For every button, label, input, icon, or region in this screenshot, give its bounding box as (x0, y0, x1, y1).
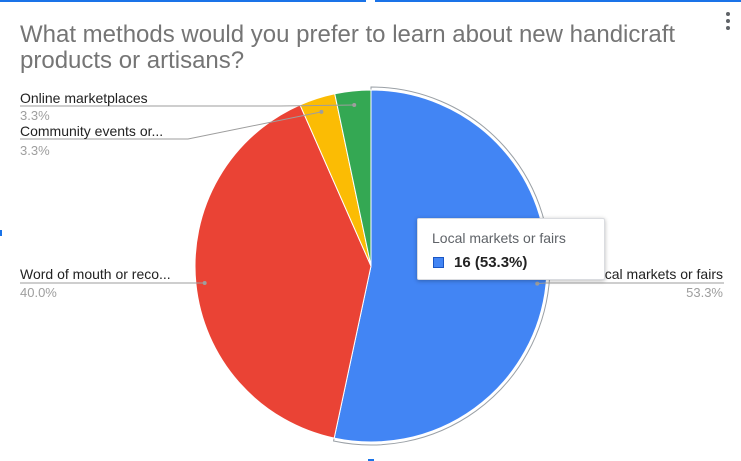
slice-highlight-ring (332, 86, 551, 446)
legend-percent-community-events: 3.3% (20, 143, 50, 158)
pie-slice-online-marketplaces[interactable] (334, 89, 372, 267)
selection-handle-top-left[interactable] (0, 0, 366, 2)
legend-percent-word-of-mouth: 40.0% (20, 285, 57, 300)
tooltip-color-swatch (433, 257, 444, 268)
slice-tooltip: Local markets or fairs 16 (53.3%) (417, 218, 605, 280)
leader-line-online-marketplaces (20, 104, 355, 107)
leader-dot-word-of-mouth (202, 281, 207, 286)
chart-title: What methods would you prefer to learn a… (20, 21, 676, 74)
leader-line-local-markets (537, 282, 724, 285)
tooltip-title: Local markets or fairs (432, 230, 566, 246)
leader-dot-community-events (319, 109, 324, 114)
legend-label-local-markets: Local markets or fairs (589, 266, 723, 282)
tooltip-value: 16 (53.3%) (454, 254, 528, 271)
leader-line-community-events (20, 111, 322, 140)
legend-label-word-of-mouth: Word of mouth or reco... (20, 266, 171, 282)
leader-dot-online-marketplaces (352, 102, 357, 107)
legend-percent-online-marketplaces: 3.3% (20, 108, 50, 123)
selection-handle-bottom[interactable] (368, 459, 374, 461)
legend-label-online-marketplaces: Online marketplaces (20, 90, 148, 106)
legend-percent-local-markets: 53.3% (686, 285, 723, 300)
more-options-icon[interactable] (723, 12, 733, 38)
selection-handle-top-right[interactable] (375, 0, 741, 2)
pie-slice-word-of-mouth[interactable] (194, 104, 372, 439)
leader-dot-local-markets (535, 281, 540, 286)
selection-handle-left[interactable] (0, 230, 2, 236)
legend-label-community-events: Community events or... (20, 123, 164, 139)
